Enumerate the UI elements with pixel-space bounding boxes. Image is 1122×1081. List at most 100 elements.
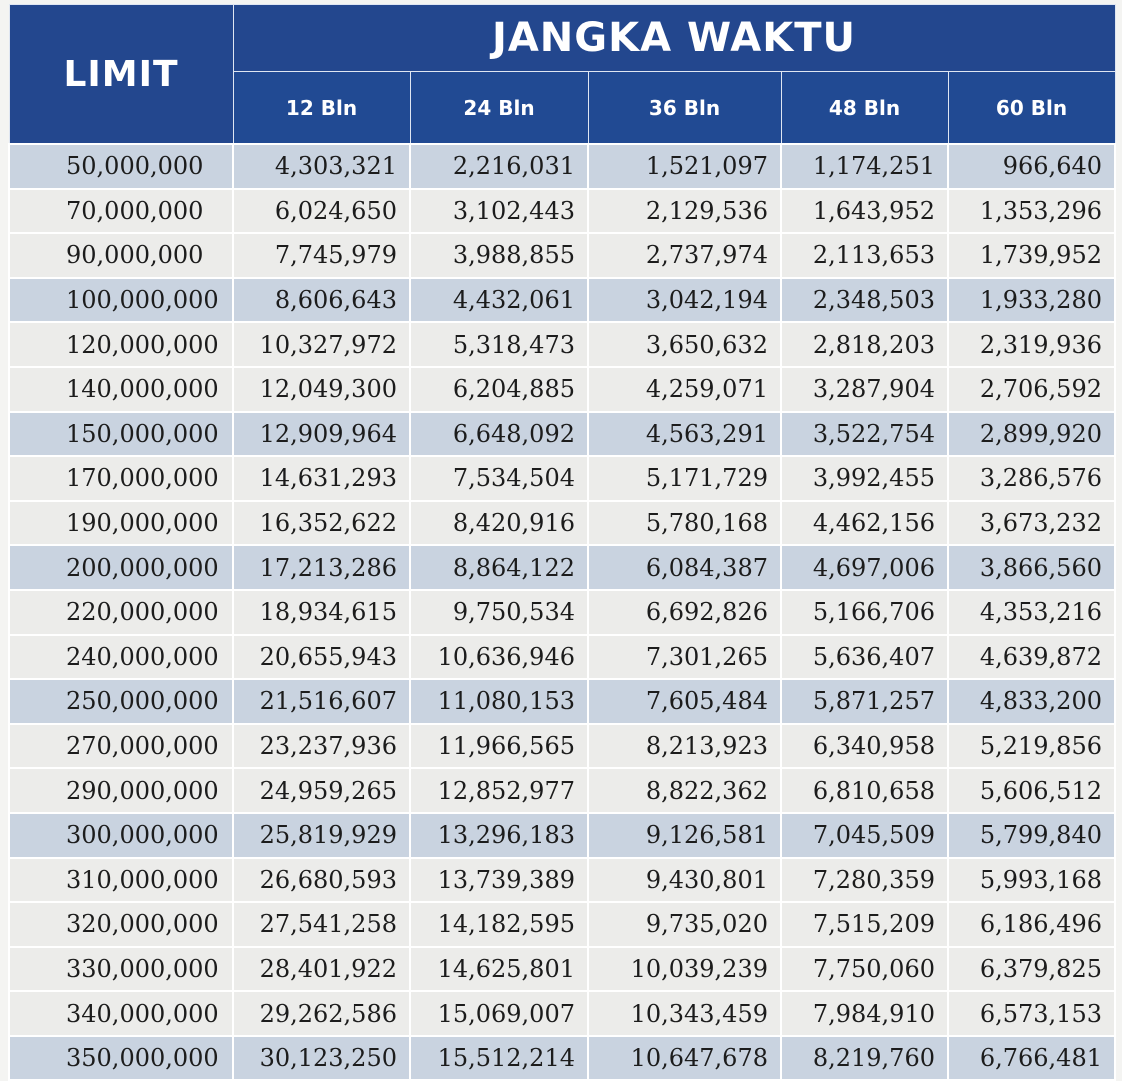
installment-cell: 11,966,565 [409, 722, 589, 770]
limit-cell: 310,000,000 [8, 856, 234, 904]
installment-cell: 12,049,300 [232, 365, 411, 413]
installment-cell: 1,521,097 [587, 143, 782, 190]
table-row: 170,000,000 14,631,293 7,534,504 5,171,729 3… [8, 455, 1116, 502]
installment-cell: 6,648,092 [409, 410, 589, 458]
limit-cell: 50,000,000 [8, 143, 234, 190]
installment-cell: 2,818,203 [780, 321, 949, 368]
installment-cell: 6,692,826 [587, 588, 782, 636]
installment-cell: 2,319,936 [947, 321, 1116, 368]
installment-cell: 7,515,209 [780, 901, 949, 948]
installment-cell: 13,739,389 [409, 856, 589, 904]
limit-cell: 240,000,000 [8, 633, 234, 681]
installment-cell: 5,636,407 [780, 633, 949, 681]
table-row: 270,000,000 23,237,936 11,966,565 8,213,923… [8, 722, 1116, 770]
installment-cell: 24,959,265 [232, 767, 411, 814]
installment-cell: 1,643,952 [780, 187, 949, 235]
table-row: 70,000,000 6,024,650 3,102,443 2,129,536 1,6… [8, 187, 1116, 235]
limit-cell: 140,000,000 [8, 365, 234, 413]
table-body: 50,000,000 4,303,321 2,216,031 1,521,097 1,1… [8, 143, 1116, 1081]
installment-cell: 7,045,509 [780, 811, 949, 859]
installment-cell: 7,605,484 [587, 678, 782, 725]
installment-cell: 21,516,607 [232, 678, 411, 725]
table-row: 100,000,000 8,606,643 4,432,061 3,042,194 2,… [8, 276, 1116, 324]
limit-cell: 220,000,000 [8, 588, 234, 636]
limit-cell: 330,000,000 [8, 945, 234, 993]
installment-cell: 8,420,916 [409, 499, 589, 547]
installment-cell: 4,353,216 [947, 588, 1116, 636]
installment-cell: 3,286,576 [947, 455, 1116, 502]
installment-cell: 7,750,060 [780, 945, 949, 993]
installment-cell: 6,810,658 [780, 767, 949, 814]
installment-cell: 10,039,239 [587, 945, 782, 993]
installment-cell: 8,822,362 [587, 767, 782, 814]
installment-cell: 30,123,250 [232, 1034, 411, 1081]
installment-cell: 14,631,293 [232, 455, 411, 502]
table-row: 330,000,000 28,401,922 14,625,801 10,039,23… [8, 945, 1116, 993]
installment-cell: 8,864,122 [409, 544, 589, 591]
installment-cell: 4,833,200 [947, 678, 1116, 725]
table-row: 150,000,000 12,909,964 6,648,092 4,563,291 3… [8, 410, 1116, 458]
installment-cell: 3,287,904 [780, 365, 949, 413]
installment-cell: 8,219,760 [780, 1034, 949, 1081]
installment-cell: 14,182,595 [409, 901, 589, 948]
table-row: 340,000,000 29,262,586 15,069,007 10,343,45… [8, 990, 1116, 1037]
installment-cell: 10,636,946 [409, 633, 589, 681]
installment-cell: 6,084,387 [587, 544, 782, 591]
installment-cell: 5,780,168 [587, 499, 782, 547]
term-header-24: 24 Bln [409, 71, 589, 145]
installment-cell: 14,625,801 [409, 945, 589, 993]
term-header-60: 60 Bln [947, 71, 1116, 145]
limit-cell: 100,000,000 [8, 276, 234, 324]
installment-cell: 20,655,943 [232, 633, 411, 681]
limit-cell: 350,000,000 [8, 1034, 234, 1081]
installment-cell: 7,534,504 [409, 455, 589, 502]
installment-cell: 4,303,321 [232, 143, 411, 190]
table-row: 50,000,000 4,303,321 2,216,031 1,521,097 1,1… [8, 143, 1116, 190]
limit-cell: 170,000,000 [8, 455, 234, 502]
installment-cell: 2,899,920 [947, 410, 1116, 458]
installment-cell: 4,462,156 [780, 499, 949, 547]
limit-column-header: LIMIT [8, 4, 234, 145]
table-row: 200,000,000 17,213,286 8,864,122 6,084,387 4… [8, 544, 1116, 591]
installment-cell: 7,984,910 [780, 990, 949, 1037]
installment-cell: 9,126,581 [587, 811, 782, 859]
installment-cell: 15,069,007 [409, 990, 589, 1037]
installment-cell: 4,563,291 [587, 410, 782, 458]
installment-cell: 26,680,593 [232, 856, 411, 904]
table-row: 310,000,000 26,680,593 13,739,389 9,430,801… [8, 856, 1116, 904]
installment-cell: 5,318,473 [409, 321, 589, 368]
installment-cell: 5,871,257 [780, 678, 949, 725]
installment-cell: 7,745,979 [232, 232, 411, 279]
installment-cell: 3,988,855 [409, 232, 589, 279]
limit-cell: 70,000,000 [8, 187, 234, 235]
installment-cell: 6,204,885 [409, 365, 589, 413]
table-row: 220,000,000 18,934,615 9,750,534 6,692,826 5… [8, 588, 1116, 636]
limit-cell: 200,000,000 [8, 544, 234, 591]
installment-table: LIMIT JANGKA WAKTU 12 Bln 24 Bln 36 Bln … [8, 3, 1116, 1081]
limit-cell: 250,000,000 [8, 678, 234, 725]
installment-cell: 6,340,958 [780, 722, 949, 770]
installment-cell: 13,296,183 [409, 811, 589, 859]
installment-cell: 1,353,296 [947, 187, 1116, 235]
installment-cell: 12,909,964 [232, 410, 411, 458]
installment-cell: 7,280,359 [780, 856, 949, 904]
installment-cell: 4,259,071 [587, 365, 782, 413]
installment-cell: 18,934,615 [232, 588, 411, 636]
limit-cell: 340,000,000 [8, 990, 234, 1037]
installment-cell: 2,737,974 [587, 232, 782, 279]
installment-cell: 6,024,650 [232, 187, 411, 235]
installment-cell: 1,739,952 [947, 232, 1116, 279]
installment-cell: 2,129,536 [587, 187, 782, 235]
installment-cell: 10,327,972 [232, 321, 411, 368]
installment-cell: 3,042,194 [587, 276, 782, 324]
table-row: 90,000,000 7,745,979 3,988,855 2,737,974 2,1… [8, 232, 1116, 279]
table-row: 120,000,000 10,327,972 5,318,473 3,650,632 2… [8, 321, 1116, 368]
installment-cell: 6,573,153 [947, 990, 1116, 1037]
table-row: 320,000,000 27,541,258 14,182,595 9,735,020… [8, 901, 1116, 948]
limit-cell: 320,000,000 [8, 901, 234, 948]
installment-cell: 9,735,020 [587, 901, 782, 948]
limit-cell: 290,000,000 [8, 767, 234, 814]
installment-cell: 5,799,840 [947, 811, 1116, 859]
installment-cell: 12,852,977 [409, 767, 589, 814]
